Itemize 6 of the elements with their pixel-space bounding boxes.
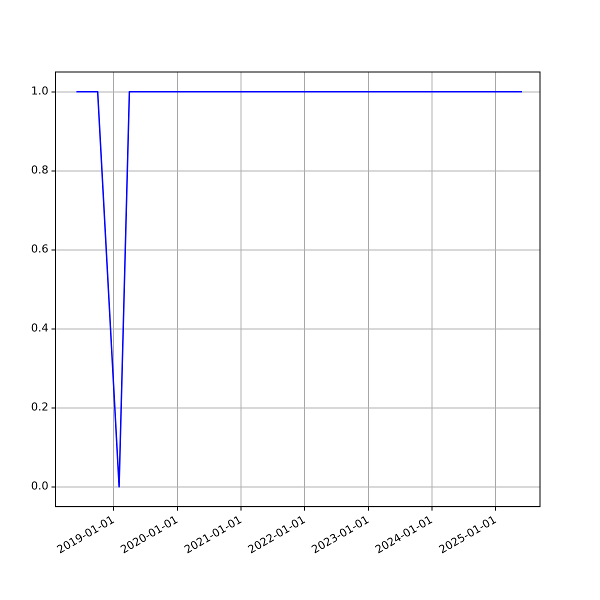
y-tick-label: 0.8 [30, 164, 48, 177]
y-tick-label: 0.6 [30, 242, 48, 256]
y-tick-label: 0.4 [30, 322, 48, 335]
y-tick-label: 0.0 [30, 480, 48, 493]
y-tick-label: 1.0 [30, 84, 48, 98]
y-tick-label: 0.2 [30, 400, 48, 414]
